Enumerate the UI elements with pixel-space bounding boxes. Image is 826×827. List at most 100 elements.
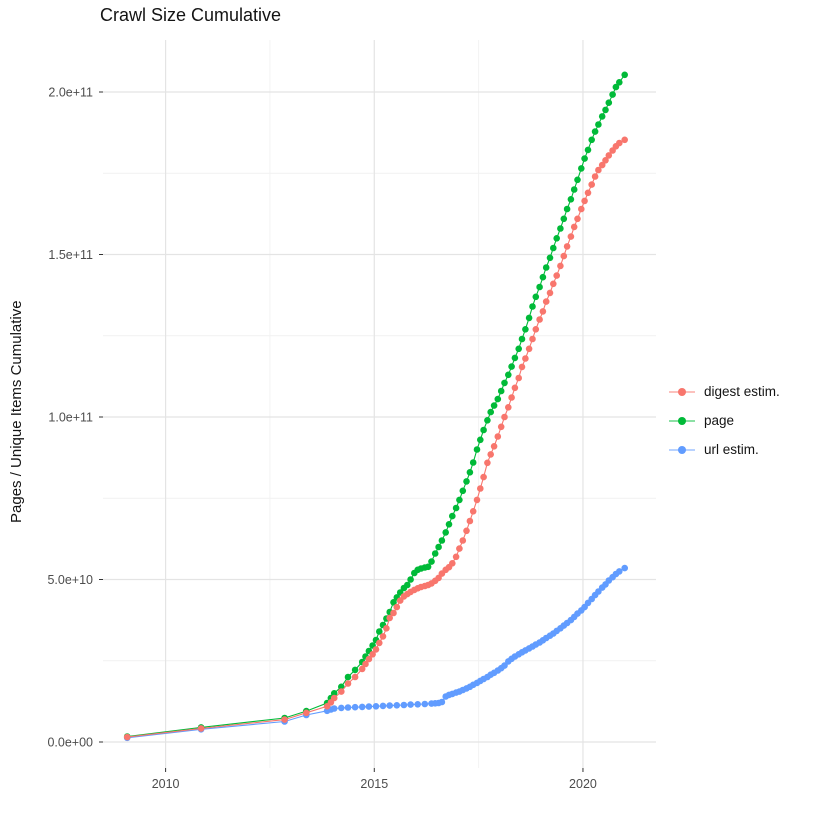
data-point-page — [609, 91, 616, 98]
data-point-page — [612, 83, 620, 91]
data-point-digest-estim- — [525, 345, 533, 353]
data-point-digest-estim- — [584, 189, 592, 197]
data-point-digest-estim- — [595, 166, 602, 174]
data-point-digest-estim- — [602, 157, 609, 164]
data-point-digest-estim- — [466, 517, 474, 525]
data-point-page — [532, 293, 540, 301]
data-point-page — [435, 543, 442, 551]
legend-key-icon — [669, 445, 695, 454]
data-point-digest-estim- — [365, 655, 373, 663]
data-point-digest-estim- — [383, 625, 390, 632]
data-point-digest-estim- — [567, 233, 575, 240]
legend-label: url estim. — [704, 442, 759, 457]
legend: digest estim. page url estim. — [669, 377, 780, 464]
data-point-url-estim- — [330, 705, 338, 712]
data-point-page — [570, 186, 578, 193]
data-point-digest-estim- — [459, 537, 467, 544]
data-point-page — [518, 335, 526, 343]
data-point-page — [515, 345, 522, 353]
data-point-digest-estim- — [621, 136, 628, 144]
data-point-digest-estim- — [449, 560, 456, 567]
data-point-digest-estim- — [390, 609, 397, 617]
data-point-page — [487, 408, 495, 416]
data-point-page — [442, 529, 450, 536]
data-point-url-estim- — [621, 564, 628, 572]
data-point-url-estim- — [351, 703, 359, 711]
data-point-digest-estim- — [616, 139, 623, 147]
data-point-page — [490, 402, 498, 409]
data-point-digest-estim- — [518, 363, 526, 371]
data-point-digest-estim- — [463, 527, 470, 535]
data-point-digest-estim- — [536, 316, 543, 323]
data-point-url-estim- — [358, 703, 366, 711]
data-point-digest-estim- — [469, 508, 477, 515]
data-point-page — [550, 244, 557, 252]
data-point-page — [484, 417, 491, 424]
data-point-digest-estim- — [376, 639, 383, 647]
data-point-page — [598, 113, 606, 120]
data-point-page — [452, 504, 460, 512]
data-point-digest-estim- — [473, 496, 481, 504]
data-point-page — [546, 254, 554, 262]
data-point-digest-estim- — [515, 374, 522, 382]
data-point-page — [351, 666, 359, 674]
data-point-digest-estim- — [480, 473, 487, 481]
data-point-page — [480, 426, 487, 434]
data-point-digest-estim- — [362, 660, 369, 668]
data-point-page — [376, 628, 383, 635]
data-point-digest-estim- — [550, 280, 557, 288]
data-point-url-estim- — [414, 701, 422, 708]
data-point-digest-estim- — [330, 694, 338, 702]
data-point-page — [602, 106, 609, 114]
y-axis-title: Pages / Unique Items Cumulative — [8, 300, 25, 524]
data-point-url-estim- — [438, 698, 446, 706]
data-point-digest-estim- — [542, 298, 550, 305]
data-point-url-estim- — [386, 702, 394, 709]
data-point-page — [477, 436, 484, 444]
data-point-digest-estim- — [529, 335, 536, 343]
data-point-page — [344, 673, 352, 681]
data-point-page — [469, 459, 477, 466]
data-point-digest-estim- — [456, 545, 463, 552]
data-point-digest-estim- — [197, 725, 205, 732]
data-point-digest-estim- — [557, 262, 564, 270]
data-point-url-estim- — [379, 702, 387, 710]
data-point-digest-estim- — [369, 651, 376, 658]
data-point-digest-estim- — [372, 646, 380, 653]
data-point-page — [449, 512, 456, 520]
data-point-page — [567, 196, 575, 203]
data-point-digest-estim- — [563, 243, 571, 250]
x-tick-label: 2020 — [569, 777, 597, 791]
data-point-page — [494, 395, 502, 403]
data-point-page — [445, 521, 453, 528]
data-point-digest-estim- — [598, 161, 606, 169]
legend-key-icon — [669, 416, 695, 425]
data-point-url-estim- — [501, 662, 508, 669]
data-point-digest-estim- — [123, 733, 131, 741]
data-point-url-estim- — [400, 701, 408, 709]
data-point-page — [330, 690, 338, 697]
data-point-page — [563, 205, 571, 213]
legend-item-page: page — [669, 406, 780, 435]
data-point-digest-estim- — [560, 252, 568, 260]
data-point-page — [404, 581, 411, 589]
data-point-digest-estim- — [591, 173, 599, 180]
data-point-digest-estim- — [532, 326, 540, 333]
data-point-digest-estim- — [511, 384, 519, 392]
data-point-url-estim- — [365, 703, 373, 710]
data-point-page — [522, 326, 529, 333]
data-point-page — [621, 71, 628, 79]
data-point-page — [497, 387, 505, 395]
data-point-page — [505, 371, 512, 379]
data-point-url-estim- — [372, 703, 380, 710]
legend-label: page — [704, 413, 735, 428]
data-point-digest-estim- — [578, 205, 585, 213]
data-point-digest-estim- — [553, 272, 560, 279]
data-point-digest-estim- — [508, 394, 515, 401]
data-point-digest-estim- — [588, 181, 595, 188]
data-point-digest-estim- — [477, 485, 484, 492]
data-point-page — [574, 176, 581, 184]
data-point-digest-estim- — [605, 152, 613, 159]
data-point-page — [407, 576, 414, 583]
